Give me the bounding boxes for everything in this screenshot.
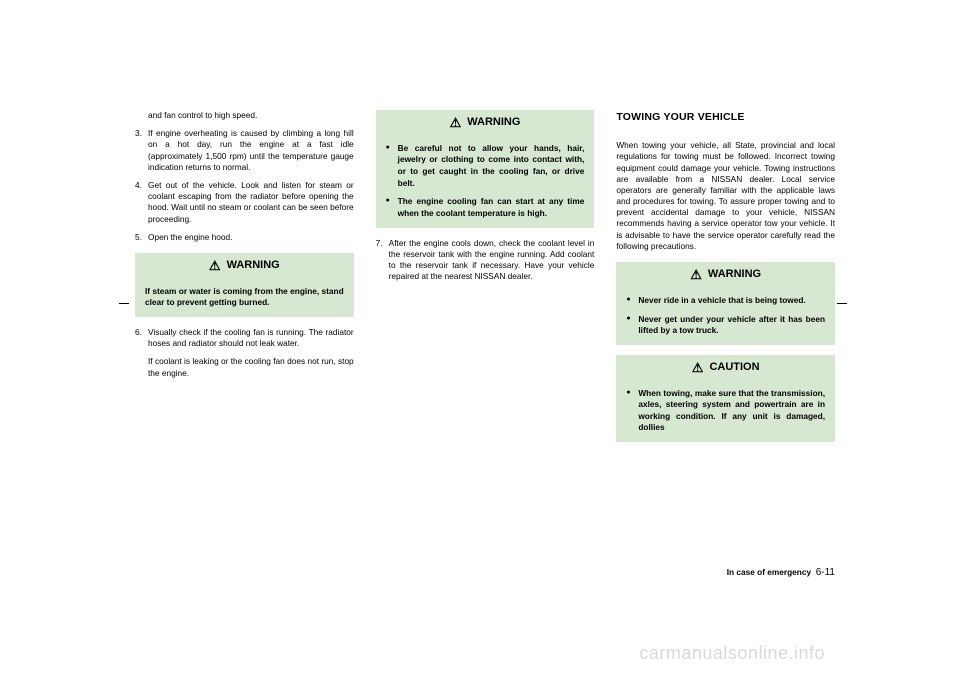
warning-header: ⚠ WARNING bbox=[376, 110, 595, 135]
step-list-1: 3. If engine overheating is caused by cli… bbox=[135, 128, 354, 243]
warning-icon: ⚠ bbox=[209, 259, 221, 272]
caution-box: ⚠ CAUTION When towing, make sure that th… bbox=[616, 355, 835, 442]
warning-box-3: ⚠ WARNING Never ride in a vehicle that i… bbox=[616, 262, 835, 345]
step-text: Visually check if the cooling fan is run… bbox=[148, 327, 354, 348]
caution-header: ⚠ CAUTION bbox=[616, 355, 835, 380]
towing-paragraph: When towing your vehicle, all State, pro… bbox=[616, 140, 835, 252]
warning-bullet: Never get under your vehicle after it ha… bbox=[626, 314, 825, 337]
step-5: 5. Open the engine hood. bbox=[135, 232, 354, 243]
step-list-2: 7. After the engine cools down, check the… bbox=[376, 238, 595, 283]
warning-body: If steam or water is coming from the eng… bbox=[135, 278, 354, 317]
step-text: If engine overheating is caused by climb… bbox=[148, 128, 354, 172]
warning-bullet: The engine cooling fan can start at any … bbox=[386, 196, 585, 219]
manual-page: and fan control to high speed. 3. If engi… bbox=[0, 0, 960, 497]
warning-header: ⚠ WARNING bbox=[135, 253, 354, 278]
caution-title: CAUTION bbox=[709, 360, 759, 375]
caution-body: When towing, make sure that the transmis… bbox=[616, 380, 835, 442]
step-num: 5. bbox=[135, 232, 142, 243]
warning-bullet: Be careful not to allow your hands, hair… bbox=[386, 143, 585, 189]
orphan-line: and fan control to high speed. bbox=[135, 110, 354, 121]
step-3: 3. If engine overheating is caused by cli… bbox=[135, 128, 354, 173]
column-1: and fan control to high speed. 3. If engi… bbox=[135, 110, 354, 452]
step-text: Open the engine hood. bbox=[148, 232, 232, 242]
step-num: 7. bbox=[376, 238, 383, 249]
step-text: Get out of the vehicle. Look and listen … bbox=[148, 180, 354, 224]
warning-title: WARNING bbox=[708, 267, 761, 282]
warning-body: Never ride in a vehicle that is being to… bbox=[616, 287, 835, 345]
step-subtext: If coolant is leaking or the cooling fan… bbox=[148, 356, 354, 378]
step-4: 4. Get out of the vehicle. Look and liste… bbox=[135, 180, 354, 225]
step-7: 7. After the engine cools down, check the… bbox=[376, 238, 595, 283]
column-2: ⚠ WARNING Be careful not to allow your h… bbox=[376, 110, 595, 452]
warning-box-1: ⚠ WARNING If steam or water is coming fr… bbox=[135, 253, 354, 317]
warning-header: ⚠ WARNING bbox=[616, 262, 835, 287]
crop-mark-right bbox=[837, 303, 847, 304]
warning-title: WARNING bbox=[467, 115, 520, 130]
crop-mark-left bbox=[119, 303, 129, 304]
page-footer: In case of emergency 6-11 bbox=[727, 567, 835, 578]
warning-icon: ⚠ bbox=[450, 116, 462, 129]
section-title: TOWING YOUR VEHICLE bbox=[616, 110, 835, 124]
caution-bullet: When towing, make sure that the transmis… bbox=[626, 388, 825, 434]
warning-title: WARNING bbox=[227, 258, 280, 273]
step-num: 3. bbox=[135, 128, 142, 139]
column-3: TOWING YOUR VEHICLE When towing your veh… bbox=[616, 110, 835, 452]
step-text: After the engine cools down, check the c… bbox=[389, 238, 595, 282]
step-6: 6. Visually check if the cooling fan is … bbox=[135, 327, 354, 379]
warning-icon: ⚠ bbox=[690, 268, 702, 281]
footer-label: In case of emergency bbox=[727, 567, 811, 577]
caution-icon: ⚠ bbox=[692, 361, 704, 374]
step-num: 6. bbox=[135, 327, 142, 338]
page-number: 6-11 bbox=[816, 567, 835, 578]
step-num: 4. bbox=[135, 180, 142, 191]
warning-box-2: ⚠ WARNING Be careful not to allow your h… bbox=[376, 110, 595, 228]
watermark: carmanualsonline.info bbox=[639, 643, 825, 664]
warning-bullet: Never ride in a vehicle that is being to… bbox=[626, 295, 825, 307]
warning-body: Be careful not to allow your hands, hair… bbox=[376, 135, 595, 228]
step-list-1b: 6. Visually check if the cooling fan is … bbox=[135, 327, 354, 379]
